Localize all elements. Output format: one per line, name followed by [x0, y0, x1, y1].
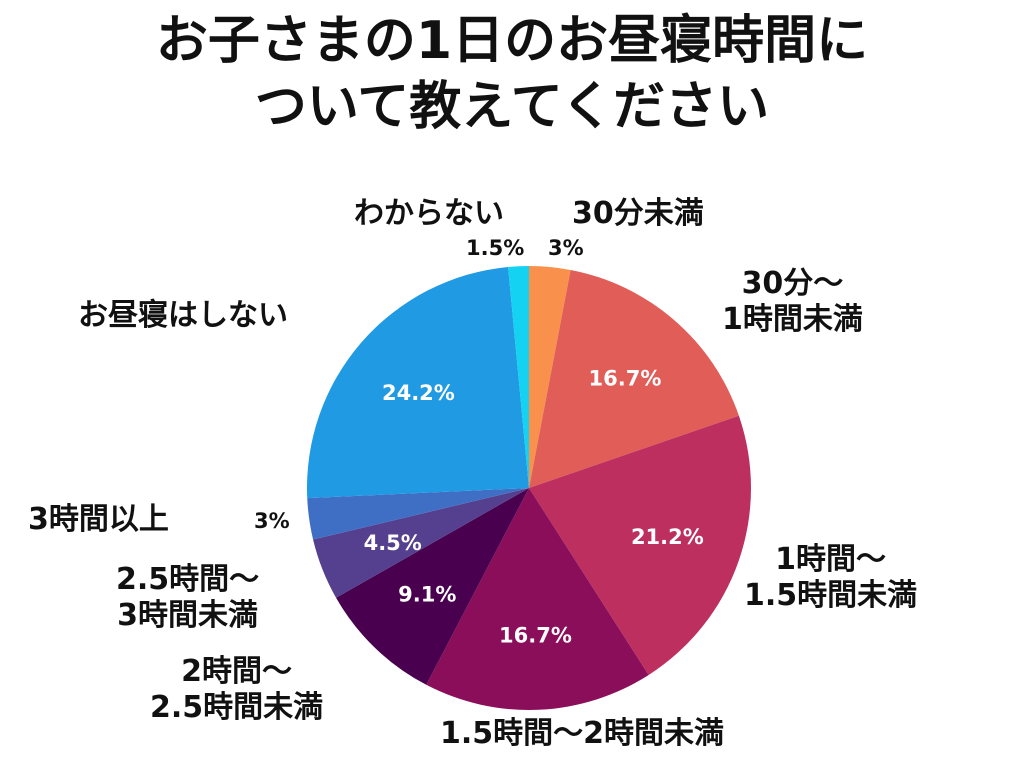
category-label-2.5h-3h: 2.5時間〜 3時間未満: [116, 562, 259, 634]
slice-percentage-label: 16.7%: [589, 366, 662, 390]
category-label-30min-under: 30分未満: [572, 196, 704, 232]
label-line: 2.5時間未満: [150, 690, 324, 725]
pie-slice: [313, 488, 529, 598]
label-line: わからない: [354, 196, 504, 231]
chart-title: お子さまの1日のお昼寝時間に ついて教えてください: [0, 8, 1024, 140]
category-label-30min-1h: 30分〜 1時間未満: [722, 266, 863, 338]
pie-slice: [529, 415, 751, 675]
label-line: 2.5時間〜: [116, 562, 260, 597]
pie-slice: [508, 266, 529, 488]
chart-title-line-2: ついて教えてください: [254, 77, 770, 137]
pie-slice: [307, 488, 529, 540]
slice-percentage-label: 16.7%: [499, 623, 572, 647]
label-line: お昼寝はしない: [78, 298, 288, 333]
label-line: 2時間〜: [181, 654, 293, 689]
pie-slice: [529, 266, 571, 488]
category-label-2h-2.5h: 2時間〜 2.5時間未満: [150, 654, 323, 726]
category-label-no-nap: お昼寝はしない: [78, 298, 288, 334]
category-label-unknown: わからない: [354, 196, 504, 232]
pct-label-3h-over: 3%: [254, 509, 290, 533]
category-label-1h-1.5h: 1時間〜 1.5時間未満: [744, 542, 917, 614]
slice-percentage-label: 4.5%: [364, 531, 422, 555]
label-line: 30分〜: [741, 266, 844, 301]
pct-label-30min-under: 3%: [548, 236, 584, 260]
pie-slice: [336, 488, 529, 685]
label-line: 1.5時間未満: [744, 578, 918, 613]
chart-title-line-1: お子さまの1日のお昼寝時間に: [155, 11, 869, 71]
label-line: 1時間〜: [775, 542, 887, 577]
pct-label-unknown: 1.5%: [466, 236, 525, 260]
pie-slice: [307, 266, 529, 499]
category-label-3h-over: 3時間以上: [28, 502, 169, 538]
category-label-1.5h-2h: 1.5時間〜2時間未満: [440, 716, 724, 752]
label-line: 30分未満: [572, 196, 704, 231]
label-line: 3時間未満: [117, 598, 259, 633]
slice-percentage-label: 9.1%: [398, 582, 456, 606]
slice-percentage-label: 21.2%: [631, 525, 704, 549]
label-line: 3時間以上: [28, 502, 169, 537]
slice-percentage-label: 24.2%: [382, 381, 455, 405]
pie-slice: [529, 269, 739, 488]
label-line: 1.5時間〜2時間未満: [440, 716, 725, 751]
label-line: 1時間未満: [722, 302, 863, 337]
pie-slice: [426, 488, 649, 711]
